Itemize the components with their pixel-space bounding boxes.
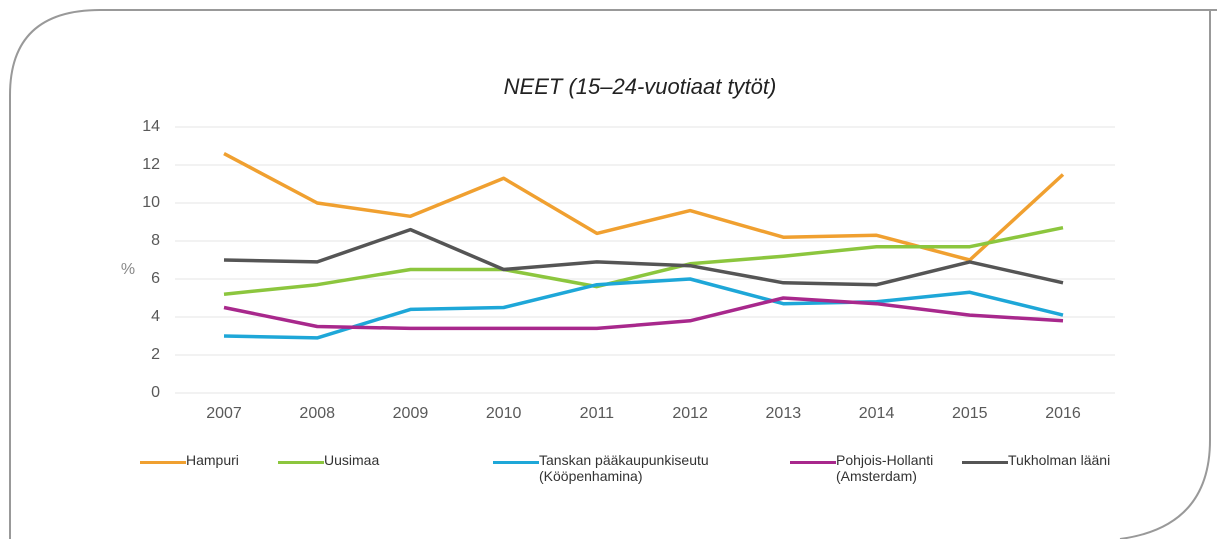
legend-swatch [790,461,836,464]
x-tick-label: 2013 [766,405,802,422]
legend-label: Pohjois-Hollanti (Amsterdam) [836,452,934,484]
series-line [223,225,1064,296]
x-tick-label: 2009 [393,405,429,422]
legend-swatch [278,461,324,464]
legend-item: Hampuri [140,448,266,468]
frame [1119,10,1211,539]
chart-title: NEET (15–24-vuotiaat tytöt) [504,74,777,99]
y-tick-label: 10 [142,194,160,211]
legend-item: Pohjois-Hollanti (Amsterdam) [790,448,961,484]
legend-label: Hampuri [186,452,239,468]
x-tick-label: 2011 [580,405,615,422]
legend: Hampuri Uusimaa Tanskan pääkaupunkiseutu (… [0,448,1217,498]
x-tick-label: 2015 [952,405,988,422]
legend-label: Tukholman lääni [1008,452,1111,468]
x-tick-label: 2016 [1045,405,1081,422]
series-line [223,152,1065,262]
x-tick-label: 2014 [859,405,895,422]
series-line [223,227,1064,287]
x-tick-label: 2008 [299,405,335,422]
y-tick-label: 4 [151,308,160,325]
y-tick-label: 8 [151,232,160,249]
x-tick-label: 2007 [206,405,242,422]
x-tick-label: 2010 [486,405,522,422]
legend-item: Tukholman lääni [962,448,1148,468]
legend-item: Uusimaa [278,448,464,468]
series-line [223,277,1064,340]
y-tick-label: 12 [142,156,160,173]
y-tick-label: 0 [151,384,160,401]
legend-swatch [140,461,186,464]
legend-label: Tanskan pääkaupunkiseutu (Kööpenhamina) [539,452,709,484]
legend-swatch [962,461,1008,464]
y-axis-label: % [121,261,135,278]
frame [9,9,1217,539]
legend-label: Uusimaa [324,452,380,468]
x-tick-label: 2012 [672,405,708,422]
y-tick-label: 2 [151,346,160,363]
y-tick-label: 14 [142,118,160,135]
series-line [223,296,1064,331]
y-tick-label: 6 [151,270,160,287]
legend-item: Tanskan pääkaupunkiseutu (Kööpenhamina) [493,448,759,484]
legend-swatch [493,461,539,464]
